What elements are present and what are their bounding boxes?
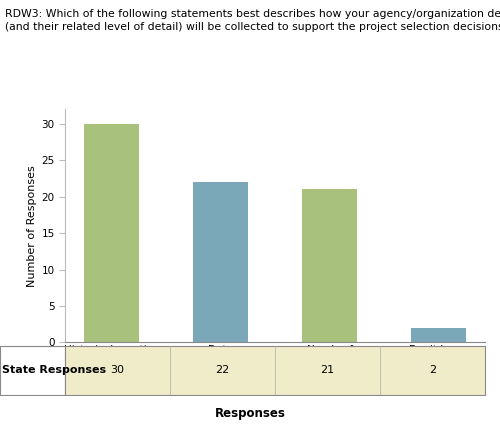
Text: 30: 30: [110, 365, 124, 375]
Text: Responses: Responses: [214, 407, 286, 420]
Bar: [412, 328, 466, 342]
Text: RDW3: Which of the following statements best describes how your agency/organizat: RDW3: Which of the following statements …: [5, 9, 500, 32]
Bar: [302, 189, 357, 342]
Bar: [0, 345, 65, 395]
Bar: [84, 124, 138, 342]
Bar: [65, 345, 485, 395]
Y-axis label: Number of Responses: Number of Responses: [27, 165, 37, 287]
Text: 2: 2: [429, 365, 436, 375]
Text: State Responses: State Responses: [2, 365, 106, 375]
Bar: [193, 182, 248, 342]
Text: 22: 22: [216, 365, 230, 375]
Text: 21: 21: [320, 365, 334, 375]
